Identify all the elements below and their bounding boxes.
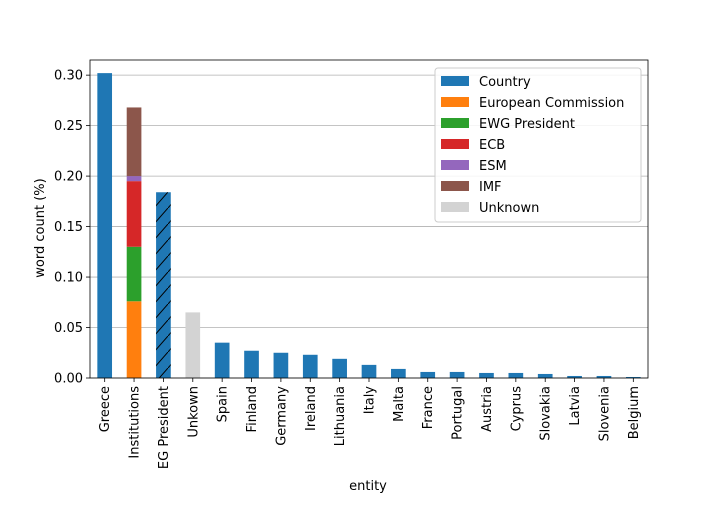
- bar-institutions-european-commission: [126, 301, 142, 378]
- x-tick-label: Greece: [98, 386, 113, 432]
- bar-portugal-country: [449, 371, 465, 378]
- x-tick-label: Latvia: [568, 386, 583, 426]
- bar-germany-country: [273, 352, 289, 378]
- legend-swatch: [441, 97, 469, 107]
- x-tick-label: Spain: [216, 386, 231, 422]
- legend-label: ECB: [479, 138, 505, 153]
- legend-label: EWG President: [479, 117, 575, 132]
- legend-swatch: [441, 118, 469, 128]
- bar-hatch-overlay: [156, 192, 171, 378]
- x-tick-label: Italy: [363, 386, 378, 415]
- x-tick-label: Portugal: [451, 386, 466, 440]
- bar-greece-country: [97, 73, 113, 378]
- legend-swatch: [441, 76, 469, 86]
- bar-institutions-imf: [126, 107, 142, 177]
- bar-institutions-esm: [126, 176, 142, 182]
- x-tick-label: Cyprus: [509, 386, 524, 432]
- x-axis-title: entity: [349, 479, 387, 494]
- bar-ireland-country: [302, 354, 318, 378]
- y-tick-label: 0.20: [54, 170, 83, 185]
- bar-italy-country: [361, 364, 377, 378]
- y-tick-label: 0.15: [54, 220, 83, 235]
- bar-institutions-ewg-president: [126, 246, 142, 302]
- y-tick-label: 0.30: [54, 69, 83, 84]
- y-tick-label: 0.00: [54, 372, 83, 387]
- bar-institutions-ecb: [126, 181, 142, 247]
- y-tick-label: 0.10: [54, 271, 83, 286]
- y-tick-label: 0.05: [54, 321, 83, 336]
- y-axis-title: word count (%): [33, 178, 48, 277]
- legend-label: Unknown: [479, 201, 539, 216]
- x-tick-label: EG President: [157, 386, 172, 469]
- legend: Country European Commission EWG President E…: [434, 67, 642, 223]
- bar-lithuania-country: [332, 358, 347, 378]
- bar-unkown-unknown: [185, 312, 201, 378]
- legend-swatch: [441, 202, 469, 212]
- legend-box: [434, 67, 642, 223]
- legend-swatch: [441, 181, 469, 191]
- legend-swatch: [441, 160, 469, 170]
- plot-frame: [89, 59, 649, 379]
- x-tick-label: Institutions: [128, 386, 143, 459]
- bar-cyprus-country: [508, 372, 524, 378]
- x-tick-label: Austria: [480, 386, 495, 432]
- x-tick-label: Slovenia: [597, 386, 612, 441]
- bar-finland-country: [244, 350, 259, 378]
- bar-belgium-country: [625, 376, 641, 378]
- legend-label: European Commission: [479, 96, 624, 111]
- legend-label: IMF: [479, 180, 502, 195]
- x-tick-label: Slovakia: [539, 386, 554, 441]
- bar-slovakia-country: [537, 373, 553, 378]
- bar-slovenia-country: [596, 375, 612, 378]
- x-tick-label: Lithuania: [333, 386, 348, 446]
- legend-swatch: [441, 139, 469, 149]
- x-tick-label: Germany: [274, 386, 289, 446]
- legend-label: Country: [479, 75, 531, 90]
- y-tick-label: 0.25: [54, 119, 83, 134]
- bar-malta-country: [391, 368, 406, 378]
- x-tick-label: France: [421, 386, 436, 429]
- legend-label: ESM: [479, 159, 507, 174]
- bar-france-country: [420, 371, 436, 378]
- x-tick-label: Belgium: [627, 386, 642, 439]
- x-tick-label: Ireland: [304, 386, 319, 431]
- bar-spain-country: [214, 342, 230, 378]
- x-tick-label: Unkown: [186, 386, 201, 438]
- bar-austria-country: [479, 372, 494, 378]
- bar-latvia-country: [567, 375, 582, 378]
- x-tick-label: Malta: [392, 386, 407, 422]
- x-tick-label: Finland: [245, 386, 260, 432]
